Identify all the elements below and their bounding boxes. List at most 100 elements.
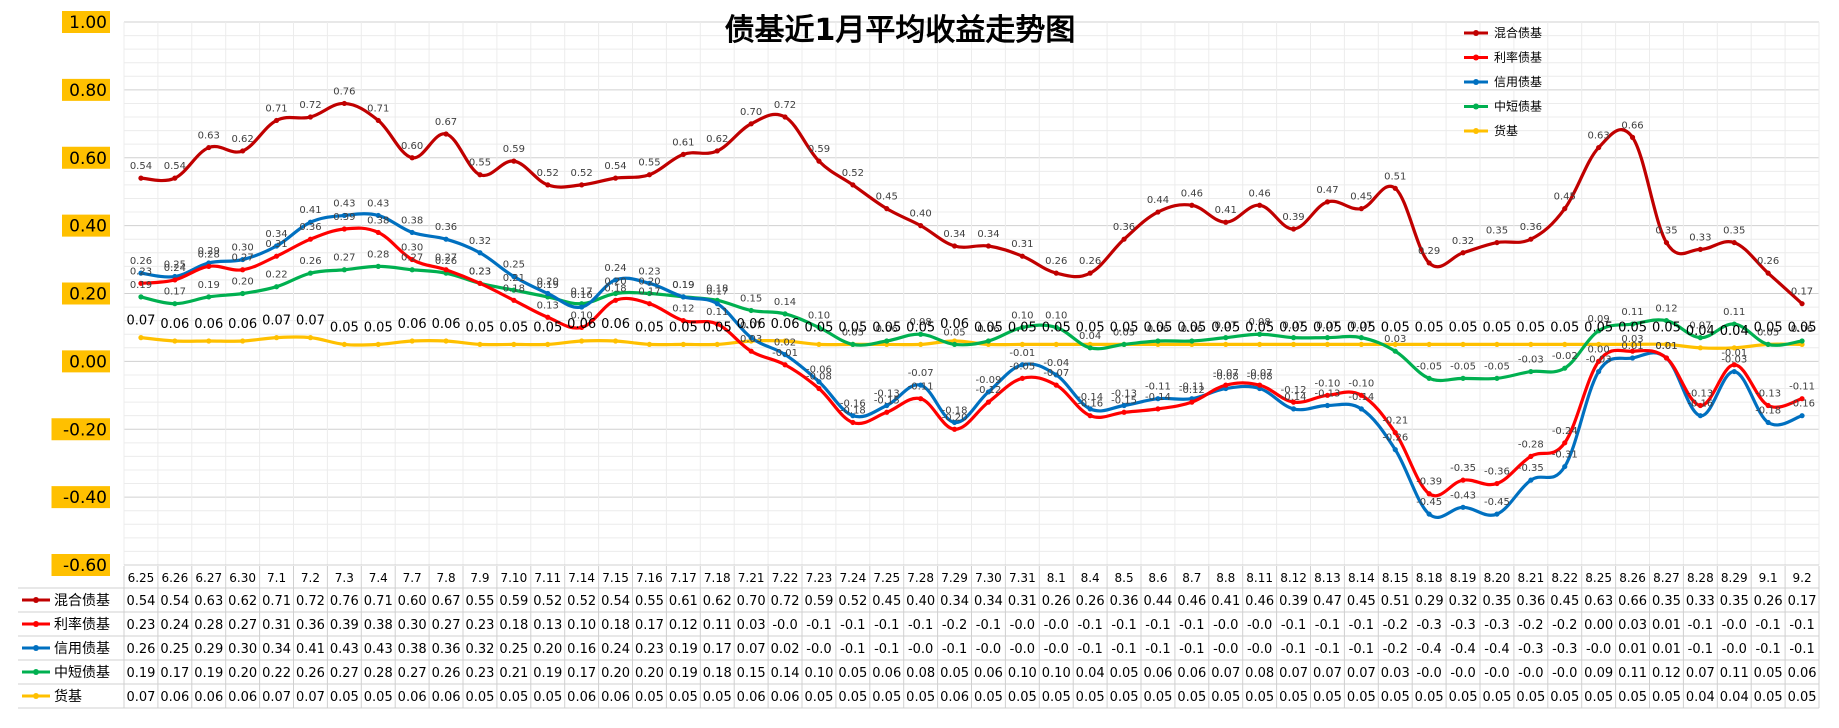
x-tick-label: 7.21 xyxy=(738,571,765,585)
data-point xyxy=(850,182,856,188)
x-tick-label: 8.29 xyxy=(1721,571,1748,585)
data-label: 0.26 xyxy=(1079,256,1101,267)
data-label: 0.05 xyxy=(1347,320,1376,335)
data-label: 0.30 xyxy=(401,243,423,254)
data-label: 0.32 xyxy=(469,236,491,247)
data-label: 0.62 xyxy=(232,134,254,145)
data-point xyxy=(511,297,517,303)
table-cell: 0.39 xyxy=(1279,594,1308,609)
table-cell: 0.27 xyxy=(330,666,359,681)
data-point xyxy=(1494,341,1500,348)
data-label: 0.31 xyxy=(265,239,287,250)
data-label: 0.24 xyxy=(164,263,186,274)
data-label: 0.11 xyxy=(1621,307,1643,318)
data-point xyxy=(1324,392,1331,398)
y-tick-label: 1.00 xyxy=(69,13,107,33)
table-cell: -0.0 xyxy=(976,642,1001,657)
data-point xyxy=(1596,358,1602,364)
data-point xyxy=(375,341,381,348)
table-series-name: 信用债基 xyxy=(54,640,110,657)
data-point xyxy=(1053,324,1059,331)
table-cell: 0.05 xyxy=(499,690,528,705)
data-label: 0.06 xyxy=(771,317,800,332)
data-point xyxy=(1460,341,1466,348)
table-cell: 0.26 xyxy=(432,666,461,681)
data-label: -0.10 xyxy=(1348,378,1374,389)
table-cell: 0.61 xyxy=(669,594,698,609)
data-point xyxy=(1697,413,1703,419)
data-point xyxy=(1257,331,1263,337)
table-cell: -0.2 xyxy=(1383,618,1408,633)
data-point xyxy=(1290,226,1297,232)
data-label: 0.05 xyxy=(1008,320,1037,335)
table-cell: 0.27 xyxy=(228,618,257,633)
data-label: 0.22 xyxy=(265,270,287,281)
data-point xyxy=(1765,402,1771,409)
data-label: 0.07 xyxy=(1215,321,1237,332)
table-cell: -0.3 xyxy=(1552,642,1577,657)
data-label: 0.44 xyxy=(1147,195,1169,206)
data-point xyxy=(1392,341,1398,348)
y-tick-highlight xyxy=(62,214,110,237)
table-legend-marker xyxy=(33,597,39,603)
data-point xyxy=(375,229,381,236)
table-cell: 0.70 xyxy=(737,594,766,609)
table-cell: 0.06 xyxy=(160,690,189,705)
data-label: 0.20 xyxy=(232,277,254,288)
table-cell: 0.41 xyxy=(1211,594,1240,609)
table-cell: 0.59 xyxy=(804,594,833,609)
data-label: 0.07 xyxy=(1350,321,1372,332)
data-point xyxy=(612,297,619,303)
legend-label: 信用债基 xyxy=(1494,75,1542,89)
data-point xyxy=(1257,202,1263,208)
table-cell: 0.67 xyxy=(432,594,461,609)
data-label: 0.29 xyxy=(198,246,220,257)
table-cell: 0.05 xyxy=(872,690,901,705)
data-point xyxy=(1494,239,1500,246)
x-tick-label: 7.15 xyxy=(602,571,629,585)
data-point xyxy=(579,182,585,188)
data-label: -0.20 xyxy=(942,412,968,423)
data-label: 0.05 xyxy=(669,320,698,335)
y-tick-label: -0.40 xyxy=(63,488,107,508)
table-cell: 0.20 xyxy=(601,666,630,681)
table-cell: -0.0 xyxy=(1518,666,1543,681)
data-label: 0.07 xyxy=(296,314,325,329)
data-label: 0.03 xyxy=(1621,334,1643,345)
data-label: 0.55 xyxy=(469,158,491,169)
table-cell: -0.1 xyxy=(1145,618,1170,633)
data-label: 0.40 xyxy=(910,209,932,220)
table-cell: 0.30 xyxy=(398,618,427,633)
table-cell: 0.18 xyxy=(499,618,528,633)
series-line-4 xyxy=(140,335,1803,350)
table-cell: 0.54 xyxy=(160,594,189,609)
data-point xyxy=(1392,348,1398,354)
data-point xyxy=(1358,406,1364,412)
data-label: 0.21 xyxy=(503,273,525,284)
data-point xyxy=(443,338,449,344)
table-cell: 0.63 xyxy=(1584,594,1613,609)
data-label: 0.66 xyxy=(1621,120,1643,131)
data-point xyxy=(918,382,924,388)
table-cell: 0.12 xyxy=(669,618,698,633)
table-cell: 0.26 xyxy=(1042,594,1071,609)
data-label: -0.07 xyxy=(1213,368,1239,379)
y-tick-highlight xyxy=(62,78,110,101)
data-label: 0.45 xyxy=(1350,192,1372,203)
x-tick-label: 8.19 xyxy=(1450,571,1477,585)
table-cell: 0.32 xyxy=(465,642,494,657)
data-point xyxy=(1731,362,1737,368)
data-point xyxy=(1663,318,1670,324)
data-point xyxy=(172,277,178,283)
data-point xyxy=(240,256,246,263)
data-point xyxy=(816,324,822,331)
table-cell: 0.33 xyxy=(1686,594,1715,609)
data-label: 0.28 xyxy=(367,249,389,260)
data-label: 0.35 xyxy=(1655,226,1677,237)
table-cell: 0.03 xyxy=(737,618,766,633)
data-label: -0.16 xyxy=(840,399,866,410)
data-label: 0.52 xyxy=(537,168,559,179)
table-cell: 0.11 xyxy=(703,618,732,633)
table-cell: 0.14 xyxy=(771,666,800,681)
table-cell: 0.60 xyxy=(398,594,427,609)
